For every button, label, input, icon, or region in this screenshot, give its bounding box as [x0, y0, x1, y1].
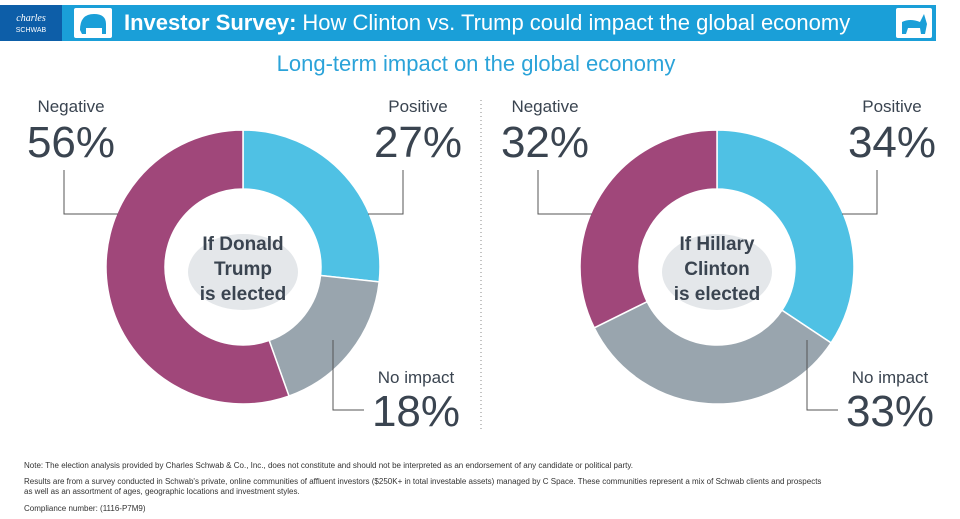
connector-line	[368, 170, 404, 215]
logo-text: SCHWAB	[16, 27, 47, 34]
header-title-bold: Investor Survey:	[124, 10, 296, 35]
donut-slice	[716, 129, 855, 344]
center-label: If Hillary	[680, 234, 755, 255]
center-label: is elected	[200, 284, 287, 305]
connector-line	[806, 340, 838, 411]
logo-text: charles	[16, 13, 46, 24]
value-label: 56%	[27, 118, 115, 167]
category-label: Positive	[388, 97, 448, 116]
connector-line	[537, 170, 592, 215]
center-label: Clinton	[684, 259, 749, 280]
center-icon	[662, 234, 772, 310]
subtitle: Long-term impact on the global economy	[277, 51, 676, 76]
center-label: If Donald	[202, 234, 283, 255]
value-label: 27%	[374, 118, 462, 167]
note: Note: The election analysis provided by …	[24, 461, 633, 470]
category-label: Negative	[37, 97, 104, 116]
center-icon	[188, 234, 298, 310]
header-title-rest: How Clinton vs. Trump could impact the g…	[302, 10, 850, 35]
value-label: 32%	[501, 118, 589, 167]
donut-slice	[579, 129, 718, 329]
category-label: Positive	[862, 97, 922, 116]
connector-line	[842, 170, 878, 215]
note: Results are from a survey conducted in S…	[24, 477, 821, 486]
category-label: No impact	[378, 368, 455, 387]
logo-box	[0, 5, 62, 41]
value-label: 18%	[372, 387, 460, 436]
value-label: 34%	[848, 118, 936, 167]
center-label: Trump	[214, 259, 272, 280]
value-label: 33%	[846, 387, 934, 436]
connector-line	[63, 170, 118, 215]
donkey-icon	[896, 8, 932, 38]
header-bar	[0, 5, 936, 41]
donut-slice	[242, 129, 381, 283]
donut-slice	[593, 300, 833, 405]
elephant-icon	[74, 8, 112, 38]
note: as well as an assortment of ages, geogra…	[24, 487, 300, 496]
center-label: is elected	[674, 284, 761, 305]
connector-line	[332, 340, 364, 411]
note: Compliance number: (1116-P7M9)	[24, 504, 146, 513]
category-label: Negative	[511, 97, 578, 116]
category-label: No impact	[852, 368, 929, 387]
donut-slice	[105, 129, 290, 405]
header-title: Investor Survey: How Clinton vs. Trump co…	[124, 10, 850, 35]
